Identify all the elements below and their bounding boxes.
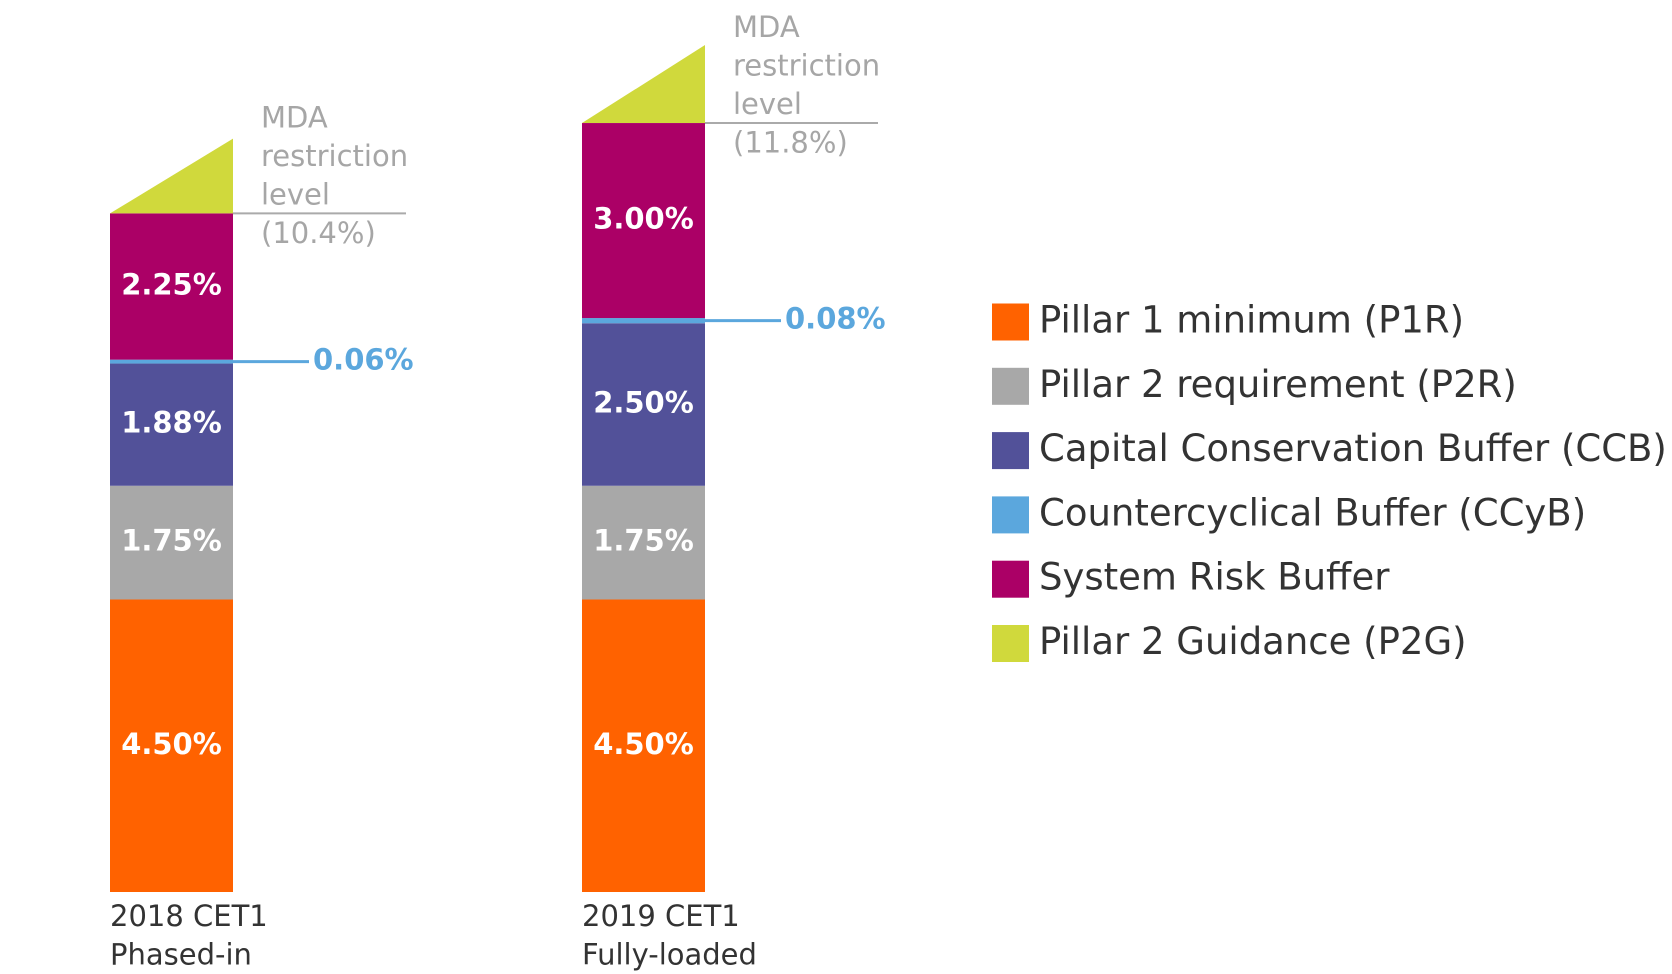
value-label: 4.50% <box>593 727 694 761</box>
legend-label: Pillar 2 Guidance (P2G) <box>1039 620 1467 663</box>
segment <box>110 485 233 600</box>
value-label: 0.06% <box>313 343 414 377</box>
legend-swatch <box>992 303 1029 341</box>
mda-label: level <box>733 87 802 121</box>
value-label: 1.75% <box>593 524 694 558</box>
mda-label: MDA <box>261 100 328 134</box>
value-label: 4.50% <box>121 727 222 761</box>
segment <box>582 599 705 892</box>
mda-label: (11.8%) <box>733 126 848 160</box>
legend-label: Pillar 1 minimum (P1R) <box>1039 299 1464 342</box>
category-label: 2019 CET1 <box>582 899 740 933</box>
segment <box>110 363 233 486</box>
legend-label: Pillar 2 requirement (P2R) <box>1039 363 1517 406</box>
segment <box>582 485 705 600</box>
legend-label: Capital Conservation Buffer (CCB) <box>1039 427 1667 470</box>
mda-label: level <box>261 177 330 211</box>
legend-swatch <box>992 625 1029 662</box>
segment <box>110 599 233 892</box>
value-label: 2.50% <box>593 386 694 420</box>
legend-swatch <box>992 367 1029 405</box>
legend-swatch <box>992 496 1029 534</box>
segment <box>582 323 705 486</box>
guidance-triangle <box>110 138 233 214</box>
mda-label: restriction <box>261 139 408 173</box>
value-label: 2.25% <box>121 268 222 302</box>
segment <box>582 123 705 319</box>
value-label: 1.75% <box>121 524 222 558</box>
legend-swatch <box>992 560 1029 598</box>
legend-label: System Risk Buffer <box>1039 556 1390 599</box>
mda-label: MDA <box>733 10 800 44</box>
value-label: 0.08% <box>785 302 886 336</box>
value-label: 1.88% <box>121 406 222 440</box>
mda-label: restriction <box>733 49 880 83</box>
legend-swatch <box>992 432 1029 470</box>
legend-label: Countercyclical Buffer (CCyB) <box>1039 491 1586 534</box>
category-label: 2018 CET1 <box>110 899 268 933</box>
guidance-triangle <box>582 45 705 124</box>
category-label: Phased-in <box>110 938 252 972</box>
category-label: Fully-loaded <box>582 938 757 972</box>
mda-label: (10.4%) <box>261 216 376 250</box>
segment <box>110 213 233 360</box>
value-label: 3.00% <box>593 202 694 236</box>
